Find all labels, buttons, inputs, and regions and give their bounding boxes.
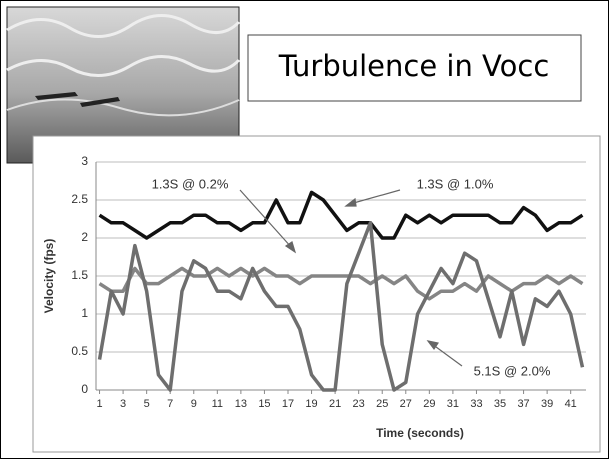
x-tick-label: 37 xyxy=(517,398,529,410)
annotation: 1.3S @ 1.0% xyxy=(417,176,494,191)
x-tick-label: 17 xyxy=(282,398,294,410)
y-tick-label: 2.5 xyxy=(71,192,88,206)
x-tick-label: 19 xyxy=(305,398,317,410)
annotation: 5.1S @ 2.0% xyxy=(474,363,551,378)
title-box xyxy=(247,34,582,102)
x-axis-label: Time (seconds) xyxy=(376,426,464,440)
y-tick-label: 1.5 xyxy=(71,268,88,282)
y-tick-label: 0.5 xyxy=(71,344,88,358)
x-tick-label: 13 xyxy=(235,398,247,410)
x-tick-label: 33 xyxy=(470,398,482,410)
x-tick-label: 23 xyxy=(353,398,365,410)
x-tick-label: 1 xyxy=(96,398,102,410)
x-tick-label: 15 xyxy=(258,398,270,410)
x-tick-label: 5 xyxy=(144,398,150,410)
x-tick-label: 29 xyxy=(423,398,435,410)
x-tick-label: 41 xyxy=(565,398,577,410)
x-tick-label: 39 xyxy=(541,398,553,410)
x-tick-label: 25 xyxy=(376,398,388,410)
y-tick-label: 1 xyxy=(81,306,88,320)
x-tick-label: 9 xyxy=(191,398,197,410)
x-tick-label: 3 xyxy=(120,398,126,410)
y-tick-label: 0 xyxy=(81,382,88,396)
x-tick-label: 35 xyxy=(494,398,506,410)
x-tick-label: 27 xyxy=(400,398,412,410)
x-tick-label: 21 xyxy=(329,398,341,410)
y-tick-label: 2 xyxy=(81,230,88,244)
y-tick-label: 3 xyxy=(81,154,88,168)
title: Turbulence in Vocc xyxy=(278,49,550,83)
line-series xyxy=(98,190,584,240)
line-series xyxy=(97,221,585,392)
x-tick-label: 11 xyxy=(212,398,223,410)
annotation-arrows xyxy=(239,189,463,367)
x-tick-label: 7 xyxy=(167,398,173,410)
x-tick-label: 31 xyxy=(447,398,459,410)
y-axis-label: Velocity (fps) xyxy=(42,239,56,314)
line-series xyxy=(98,266,584,301)
annotation: 1.3S @ 0.2% xyxy=(152,176,229,191)
